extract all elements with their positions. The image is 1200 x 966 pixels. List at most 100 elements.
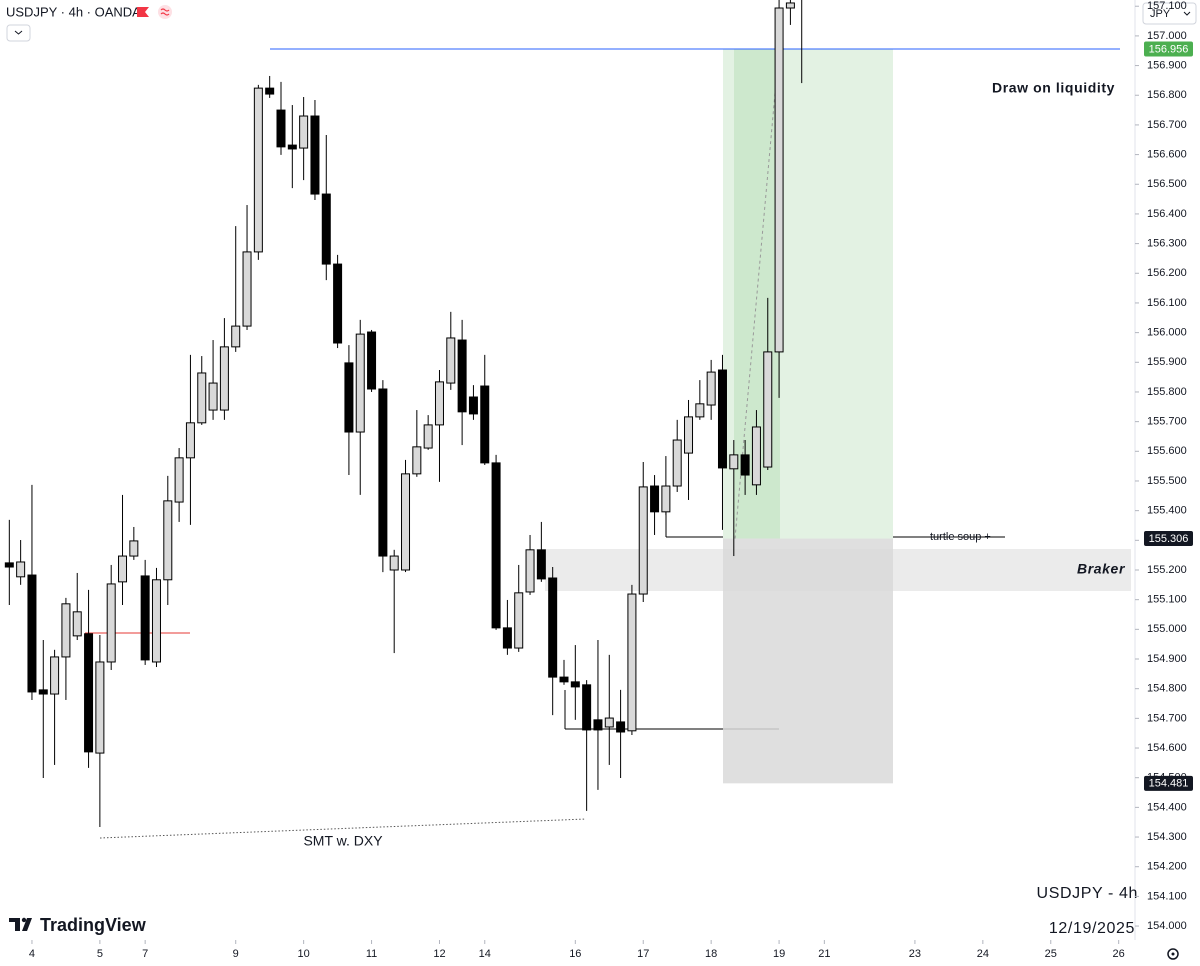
date: 12/19/2025 — [1049, 920, 1135, 937]
y-tick-label: 156.600 — [1147, 148, 1187, 160]
y-tick-label: 156.800 — [1147, 89, 1187, 101]
candle-body — [729, 454, 739, 470]
y-tick-label: 156.100 — [1147, 297, 1187, 309]
x-tick-label: 4 — [29, 948, 35, 960]
logo-mark — [9, 918, 32, 931]
candle-body — [695, 403, 705, 418]
annotation: SMT w. DXY — [303, 833, 383, 849]
candle-body — [95, 661, 105, 754]
chart-name: USDJPY - 4h — [1037, 885, 1138, 902]
x-tick-label: 18 — [705, 948, 717, 960]
y-tick-label: 156.000 — [1147, 327, 1187, 339]
candle-body — [61, 603, 71, 658]
symbol: USDJPY · 4h · OANDA — [6, 4, 141, 19]
settings-icon[interactable] — [1167, 948, 1179, 960]
candle-body — [129, 540, 139, 557]
y-tick-label: 154.000 — [1147, 920, 1187, 932]
candle-body — [185, 422, 195, 459]
candle-body — [661, 485, 671, 513]
candle-body — [706, 371, 716, 406]
price-label: 155.306 — [1149, 533, 1189, 545]
candle-body — [717, 369, 727, 469]
candle-body — [502, 627, 512, 649]
candle-body — [684, 416, 694, 454]
brand: TradingView — [40, 915, 147, 935]
x-tick-label: 23 — [909, 948, 921, 960]
x-tick-label: 25 — [1045, 948, 1057, 960]
y-tick-label: 155.900 — [1147, 356, 1187, 368]
y-tick-label: 156.900 — [1147, 59, 1187, 71]
candle-body — [299, 115, 309, 149]
candle-body — [480, 385, 490, 464]
collapse-button[interactable] — [6, 24, 31, 42]
candle-body — [525, 549, 535, 593]
currency-button[interactable] — [1142, 2, 1197, 25]
price-label-box — [1144, 41, 1193, 57]
candle-body — [163, 500, 173, 581]
y-tick-label: 155.500 — [1147, 475, 1187, 487]
candle-body — [412, 446, 422, 475]
y-tick-label: 155.000 — [1147, 623, 1187, 635]
candle-body — [650, 485, 660, 513]
candle-body — [174, 457, 184, 503]
candle-body — [434, 381, 444, 426]
candle-body — [389, 555, 399, 571]
price-label: 156.956 — [1149, 43, 1189, 55]
candle-body — [242, 251, 252, 327]
y-tick-label: 157.100 — [1147, 0, 1187, 12]
price-label-box — [1144, 775, 1193, 791]
candle-body — [276, 109, 286, 148]
drawings — [85, 48, 1131, 839]
x-tick-label: 7 — [142, 948, 148, 960]
annotation: Draw on liquidity — [992, 80, 1115, 96]
x-tick-label: 11 — [366, 948, 377, 960]
candle-body — [627, 593, 637, 732]
y-tick-label: 156.200 — [1147, 267, 1187, 279]
y-tick-label: 156.400 — [1147, 208, 1187, 220]
candle-body — [468, 396, 478, 415]
candles — [4, 0, 803, 827]
x-tick-label: 17 — [637, 948, 649, 960]
y-tick-label: 155.200 — [1147, 564, 1187, 576]
candle-body — [118, 555, 128, 583]
candle-body — [355, 333, 365, 433]
chevron — [1183, 11, 1191, 16]
candle-body — [401, 473, 411, 571]
candle-body — [593, 719, 603, 731]
candle-body — [321, 193, 331, 265]
logo-dot — [21, 917, 27, 923]
stop-zone — [723, 538, 893, 784]
y-tick-label: 154.700 — [1147, 712, 1187, 724]
candle-body — [265, 87, 275, 95]
y-tick-label: 154.200 — [1147, 861, 1187, 873]
y-tick-label: 154.900 — [1147, 653, 1187, 665]
candle-body — [151, 579, 161, 663]
candle-body — [378, 388, 388, 557]
x-tick-label: 26 — [1113, 948, 1125, 960]
candle-body — [38, 689, 48, 695]
status-wave — [160, 8, 170, 16]
x-tick-label: 24 — [977, 948, 989, 960]
candle-body — [344, 362, 354, 433]
annotation: turtle soup + — [930, 531, 991, 543]
y-tick-label: 155.100 — [1147, 594, 1187, 606]
candle-body — [785, 2, 795, 9]
x-tick-label: 14 — [479, 948, 491, 960]
candle-body — [72, 611, 82, 637]
candle-body — [208, 382, 218, 411]
candle-body — [27, 574, 37, 693]
candle-body — [140, 575, 150, 661]
y-tick-label: 154.400 — [1147, 801, 1187, 813]
candle-body — [367, 331, 377, 390]
candle-body — [50, 656, 60, 695]
y-tick-label: 154.600 — [1147, 742, 1187, 754]
y-tick-label: 156.700 — [1147, 119, 1187, 131]
candle-body — [536, 549, 546, 580]
candle-body — [310, 115, 320, 195]
y-tick-label: 156.300 — [1147, 238, 1187, 250]
price-label-box — [1144, 531, 1193, 547]
candle-body — [763, 351, 773, 468]
trade-path — [734, 48, 780, 539]
currency: JPY — [1150, 8, 1171, 20]
